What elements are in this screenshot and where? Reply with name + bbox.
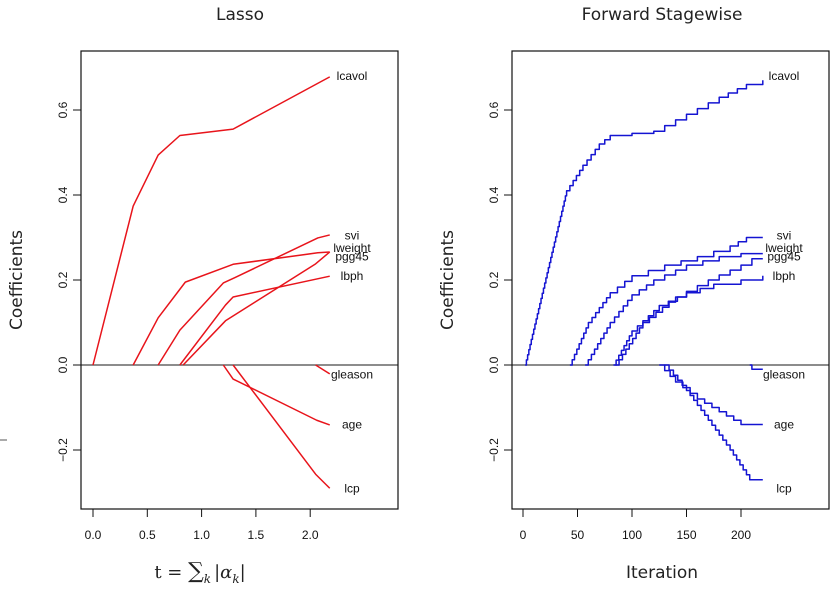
lasso-panel: Lasso 0.0 0.5 1.0 1.5 2.0 −0.2 0.0 0.2 0.4 0.6 l… [7,5,399,586]
series-line-gleason [315,364,331,375]
series-line-age [659,364,763,426]
lasso-y-axis-title: Coefficients [7,230,27,330]
series-line-lcavol [92,76,331,366]
variable-label-lcavol: lcavol [337,69,368,83]
x-tick-label: 1.5 [248,528,265,542]
stagewise-x-axis-title: Iteration [626,563,698,583]
stagewise-y-axis-title: Coefficients [438,230,458,330]
stagewise-series [512,80,829,481]
variable-label-lweight: lweight [333,241,371,255]
series-line-lcp [664,364,763,481]
xlabel-alpha-sub: k [232,572,239,586]
series-line-svi [157,234,330,366]
x-tick-label: 2.0 [302,528,319,542]
stagewise-panel: Forward Stagewise 0 50 100 150 200 −0.2 0.0 0.… [438,5,830,583]
series-line-lbph [613,275,764,366]
y-tick-label: −0.2 [56,438,70,462]
variable-label-pgg45: pgg45 [767,250,801,264]
lasso-y-axis: −0.2 0.0 0.2 0.4 0.6 [56,101,81,462]
xlabel-abs-open: | [214,562,220,583]
x-tick-label: 50 [571,528,585,542]
variable-label-lcp: lcp [776,481,792,495]
variable-label-lweight: lweight [765,241,803,255]
series-line-lweight [585,252,763,366]
lasso-title: Lasso [216,5,264,25]
x-tick-label: 150 [676,528,696,542]
x-tick-label: 1.0 [193,528,210,542]
x-tick-label: 0 [520,528,527,542]
variable-label-lcavol: lcavol [769,69,800,83]
y-tick-label: 0.6 [487,101,501,118]
y-tick-label: 0.6 [56,101,70,118]
lasso-series [81,76,398,489]
stagewise-title: Forward Stagewise [582,5,743,25]
x-tick-label: 100 [622,528,642,542]
variable-label-gleason: gleason [331,367,373,381]
series-line-lcp [232,364,331,489]
variable-label-age: age [342,418,362,432]
variable-label-svi: svi [345,228,360,242]
xlabel-alpha: α [220,562,232,583]
variable-label-lbph: lbph [341,269,364,283]
series-line-lbph [179,275,330,366]
y-tick-label: 0.0 [487,356,501,373]
lasso-x-axis-title: t = ∑k |αk| [154,559,245,586]
x-tick-label: 200 [731,528,751,542]
variable-label-lcp: lcp [344,481,360,495]
variable-label-gleason: gleason [763,367,805,381]
y-tick-label: 0.0 [56,356,70,373]
y-tick-label: −0.2 [487,438,501,462]
series-line-lweight [132,251,330,366]
x-tick-label: 0.5 [139,528,156,542]
series-line-gleason [749,364,763,370]
xlabel-sum-sub: k [204,572,211,586]
series-line-svi [569,236,763,366]
series-line-age [222,364,331,426]
x-tick-label: 0.0 [85,528,102,542]
y-tick-label: 0.4 [56,186,70,203]
variable-label-lbph: lbph [773,269,796,283]
xlabel-lhs: t = [154,562,188,583]
stagewise-x-axis: 0 50 100 150 200 [520,508,751,542]
variable-label-svi: svi [777,228,792,242]
variable-label-age: age [774,418,794,432]
y-tick-label: 0.4 [487,186,501,203]
y-tick-label: 0.2 [487,271,501,288]
variable-label-pgg45: pgg45 [335,250,369,264]
y-tick-label: 0.2 [56,271,70,288]
series-line-pgg45 [182,251,331,366]
xlabel-sum: ∑ [188,559,204,584]
xlabel-abs-close: | [240,562,246,583]
series-line-lcavol [525,80,764,366]
lasso-x-axis: 0.0 0.5 1.0 1.5 2.0 [85,508,319,542]
stagewise-y-axis: −0.2 0.0 0.2 0.4 0.6 [487,101,512,462]
series-line-pgg45 [615,258,763,366]
